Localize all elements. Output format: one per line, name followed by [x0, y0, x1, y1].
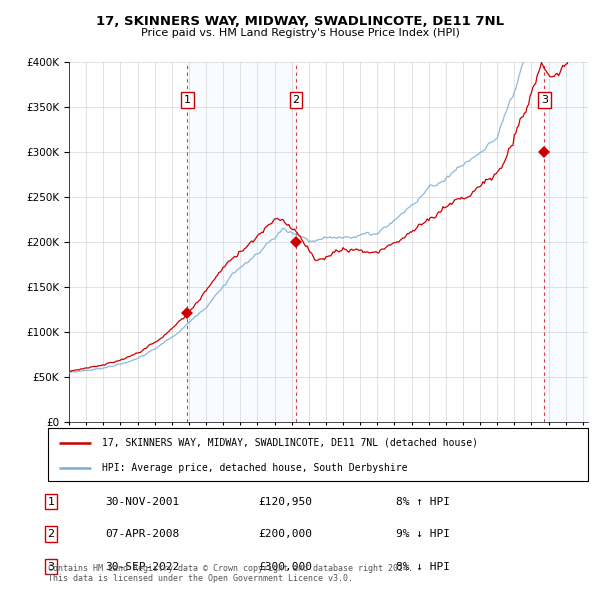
Text: 1: 1: [184, 95, 191, 105]
Text: 8% ↑ HPI: 8% ↑ HPI: [396, 497, 450, 507]
Text: 07-APR-2008: 07-APR-2008: [105, 529, 179, 539]
Text: 1: 1: [47, 497, 55, 507]
Bar: [187, 62, 296, 422]
Text: 9% ↓ HPI: 9% ↓ HPI: [396, 529, 450, 539]
Text: 3: 3: [47, 562, 55, 572]
Text: 17, SKINNERS WAY, MIDWAY, SWADLINCOTE, DE11 7NL: 17, SKINNERS WAY, MIDWAY, SWADLINCOTE, D…: [96, 15, 504, 28]
Text: £300,000: £300,000: [258, 562, 312, 572]
Text: 3: 3: [541, 95, 548, 105]
Text: 2: 2: [292, 95, 299, 105]
Text: 30-NOV-2001: 30-NOV-2001: [105, 497, 179, 507]
Text: Contains HM Land Registry data © Crown copyright and database right 2024.
This d: Contains HM Land Registry data © Crown c…: [48, 563, 413, 583]
Text: £200,000: £200,000: [258, 529, 312, 539]
Text: Price paid vs. HM Land Registry's House Price Index (HPI): Price paid vs. HM Land Registry's House …: [140, 28, 460, 38]
Text: HPI: Average price, detached house, South Derbyshire: HPI: Average price, detached house, Sout…: [102, 463, 407, 473]
Text: 2: 2: [47, 529, 55, 539]
Bar: [544, 62, 588, 422]
Text: 17, SKINNERS WAY, MIDWAY, SWADLINCOTE, DE11 7NL (detached house): 17, SKINNERS WAY, MIDWAY, SWADLINCOTE, D…: [102, 438, 478, 448]
Text: 30-SEP-2022: 30-SEP-2022: [105, 562, 179, 572]
Text: £120,950: £120,950: [258, 497, 312, 507]
Text: 8% ↓ HPI: 8% ↓ HPI: [396, 562, 450, 572]
